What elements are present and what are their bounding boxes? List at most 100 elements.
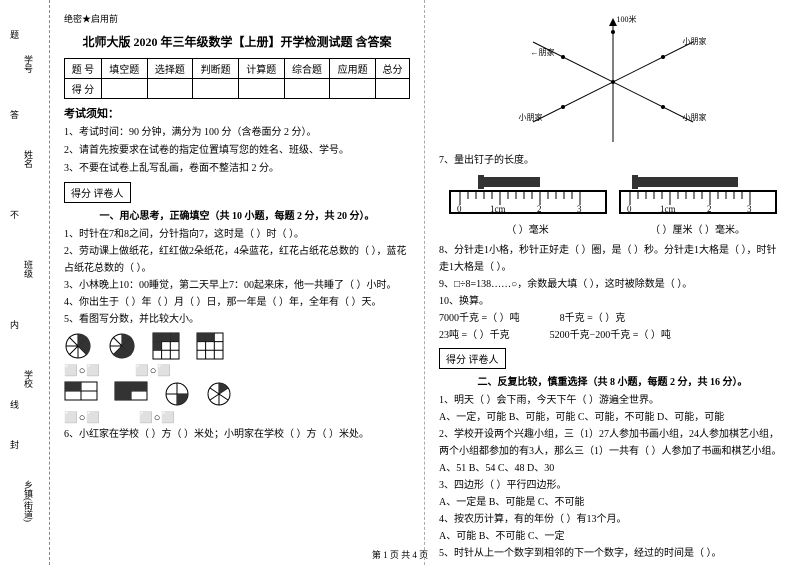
svg-text:1cm: 1cm xyxy=(490,204,506,214)
q6: 6、小红家在学校（ ）方（ ）米处；小明家在学校（ ）方（ ）米处。 xyxy=(64,426,410,443)
fraction-shapes-row1 xyxy=(64,332,410,360)
svg-text:0: 0 xyxy=(627,204,632,214)
compare-row2: ⬜○⬜ ⬜○⬜ xyxy=(64,411,410,424)
fraction-shapes-row2 xyxy=(64,381,410,407)
fraction-rect-icon xyxy=(114,381,148,407)
svg-text:3: 3 xyxy=(577,204,582,214)
right-column: 100米 小朋家 ←朋家 小朋家 小朋家 7、量出钉子的长度。 xyxy=(425,0,800,565)
th: 判断题 xyxy=(193,59,239,79)
score-table: 题 号 填空题 选择题 判断题 计算题 综合题 应用题 总分 得 分 xyxy=(64,58,410,99)
svg-text:1cm: 1cm xyxy=(660,204,676,214)
ruler-a-caption: （ ）毫米 xyxy=(448,221,608,236)
svg-text:2: 2 xyxy=(537,204,542,214)
score-cell[interactable] xyxy=(193,79,239,99)
label-n: 100米 xyxy=(617,14,637,25)
binding-field-name[interactable]: 姓名 xyxy=(22,150,35,168)
seal-mark: 答 xyxy=(8,110,21,119)
q4: 4、你出生于（ ）年（ ）月（ ）日，那一年是（ ）年，全年有（ ）天。 xyxy=(64,294,410,311)
score-cell[interactable] xyxy=(284,79,330,99)
notice-1: 1、考试时间：90 分钟，满分为 100 分（含卷面分 2 分）。 xyxy=(64,124,410,142)
score-cell[interactable] xyxy=(238,79,284,99)
notice-2: 2、请首先按要求在试卷的指定位置填写您的姓名、班级、学号。 xyxy=(64,142,410,160)
exam-title: 北师大版 2020 年三年级数学【上册】开学检测试题 含答案 xyxy=(64,33,410,50)
notice-head: 考试须知： xyxy=(64,105,410,121)
q8: 8、分针走1小格，秒针正好走（ ）圈，是（ ）秒。分针走1大格是（ ），时针走1… xyxy=(439,242,786,276)
q2: 2、劳动课上做纸花，红红做2朵纸花，4朵蓝花，红花占纸花总数的（ ），蓝花占纸花… xyxy=(64,243,410,277)
c4: 4、按农历计算，有的年份（ ）有13个月。 xyxy=(439,511,786,528)
direction-diagram: 100米 小朋家 ←朋家 小朋家 小朋家 xyxy=(513,12,713,152)
th: 总分 xyxy=(376,59,410,79)
seal-mark: 题 xyxy=(8,30,21,39)
fraction-circle-icon xyxy=(108,332,136,360)
th: 计算题 xyxy=(238,59,284,79)
ruler-b: 0 1cm 2 3 （ ）厘米（ ）毫米。 xyxy=(618,175,778,236)
fraction-circle-icon xyxy=(206,381,232,407)
c4opts: A、可能 B、不可能 C、一定 xyxy=(439,528,786,545)
svg-text:3: 3 xyxy=(747,204,752,214)
q10c: 23吨 =（ ）千克 xyxy=(439,327,510,344)
c1: 1、明天（ ）会下雨，今天下午（ ）游遍全世界。 xyxy=(439,392,786,409)
q10b: 8千克 =（ ）克 xyxy=(560,310,626,327)
label-se: 小朋家 xyxy=(683,112,707,123)
c1opts: A、一定，可能 B、可能，可能 C、可能，不可能 D、可能，可能 xyxy=(439,409,786,426)
seal-mark: 内 xyxy=(8,320,21,329)
c3opts: A、一定是 B、可能是 C、不可能 xyxy=(439,494,786,511)
th: 填空题 xyxy=(101,59,147,79)
compare-row1: ⬜○⬜ ⬜○⬜ xyxy=(64,364,410,377)
binding-field-school[interactable]: 学校 xyxy=(22,370,35,388)
q3: 3、小林晚上10：00睡觉，第二天早上7：00起来床，他一共睡了（ ）小时。 xyxy=(64,277,410,294)
fraction-blank[interactable]: ⬜○⬜ xyxy=(64,411,101,424)
score-cell[interactable] xyxy=(147,79,193,99)
score-cell[interactable] xyxy=(376,79,410,99)
left-column: 绝密★启用前 北师大版 2020 年三年级数学【上册】开学检测试题 含答案 题 … xyxy=(50,0,425,565)
label-sw: 小朋家 xyxy=(519,112,543,123)
q10a: 7000千克 =（ ）吨 xyxy=(439,310,520,327)
binding-field-id[interactable]: 学号 xyxy=(22,55,35,73)
seal-mark: 不 xyxy=(8,210,21,219)
eval-box-2: 得分 评卷人 xyxy=(439,348,506,369)
label-ne: 小朋家 xyxy=(683,36,707,47)
ruler-b-caption: （ ）厘米（ ）毫米。 xyxy=(618,221,778,236)
score-cell[interactable] xyxy=(330,79,376,99)
fraction-grid-icon xyxy=(196,332,224,360)
binding-margin: 乡镇(街道) 学校 班级 姓名 学号 封 线 内 不 答 题 xyxy=(0,0,50,565)
fraction-rect-icon xyxy=(64,381,98,407)
section1-title: 一、用心思考，正确填空（共 10 小题，每题 2 分，共 20 分）。 xyxy=(64,207,410,222)
c2opts: A、51 B、54 C、48 D、30 xyxy=(439,460,786,477)
fraction-grid-icon xyxy=(152,332,180,360)
notice-3: 3、不要在试卷上乱写乱画，卷面不整洁扣 2 分。 xyxy=(64,160,410,178)
section2-title: 二、反复比较，慎重选择（共 8 小题，每题 2 分，共 16 分）。 xyxy=(439,373,786,388)
fraction-blank[interactable]: ⬜○⬜ xyxy=(64,364,101,377)
rulers: 01cm23 （ ）毫米 01cm23 （ xyxy=(439,175,786,236)
th: 选择题 xyxy=(147,59,193,79)
eval-box: 得分 评卷人 xyxy=(64,182,131,203)
fraction-circle-icon xyxy=(64,332,92,360)
ruler-a: 0 1cm 2 3 （ ）毫米 xyxy=(448,175,608,236)
binding-field-class[interactable]: 班级 xyxy=(22,260,35,278)
q9: 9、□÷8=138……○，余数最大填（ ），这时被除数是（ ）。 xyxy=(439,276,786,293)
q1: 1、时针在7和8之间，分针指向7，这时是（ ）时（ ）。 xyxy=(64,226,410,243)
th: 综合题 xyxy=(284,59,330,79)
svg-text:2: 2 xyxy=(707,204,712,214)
c3: 3、四边形（ ）平行四边形。 xyxy=(439,477,786,494)
c5: 5、时针从上一个数字到相邻的下一个数字，经过的时间是（ ）。 xyxy=(439,545,786,562)
page-footer: 第 1 页 共 4 页 xyxy=(372,548,428,561)
seal-mark: 线 xyxy=(8,400,21,409)
svg-text:0: 0 xyxy=(457,204,462,214)
q7: 7、量出钉子的长度。 xyxy=(439,152,786,169)
fraction-blank[interactable]: ⬜○⬜ xyxy=(139,411,176,424)
label-w: ←朋家 xyxy=(531,47,555,58)
fraction-blank[interactable]: ⬜○⬜ xyxy=(135,364,172,377)
fraction-circle-icon xyxy=(164,381,190,407)
seal-mark: 封 xyxy=(8,440,21,449)
q10d: 5200千克−200千克 =（ ）吨 xyxy=(550,327,671,344)
th-num: 题 号 xyxy=(65,59,102,79)
score-cell[interactable] xyxy=(101,79,147,99)
q10: 10、换算。 xyxy=(439,293,786,310)
c2: 2、学校开设两个兴趣小组，三（1）27人参加书画小组，24人参加棋艺小组，两个小… xyxy=(439,426,786,460)
binding-field-township[interactable]: 乡镇(街道) xyxy=(22,480,35,522)
th: 应用题 xyxy=(330,59,376,79)
td-score-label: 得 分 xyxy=(65,79,102,99)
q5: 5、看图写分数，并比较大小。 xyxy=(64,311,410,328)
secret-tag: 绝密★启用前 xyxy=(64,12,410,25)
